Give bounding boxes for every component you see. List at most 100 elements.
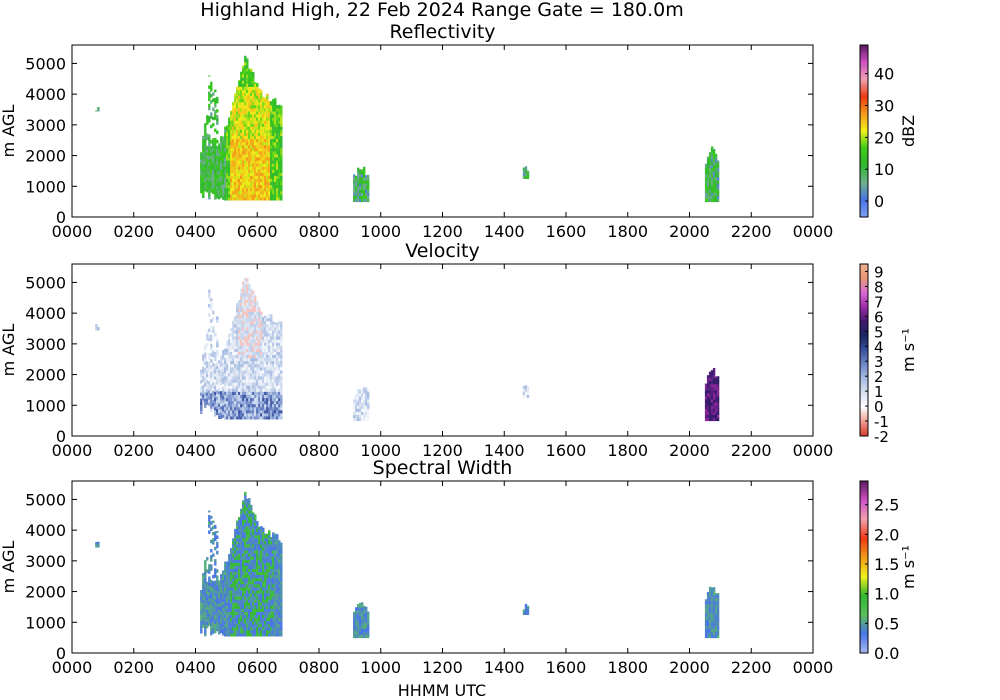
x-tick-label: 0000	[793, 441, 834, 460]
y-tick-label: 1000	[25, 177, 66, 196]
colorbar-tick-label: 2	[874, 368, 884, 386]
x-tick-label: 1800	[607, 658, 648, 677]
reflectivity-colorbar-label: dBZ	[899, 115, 918, 147]
colorbar-tick-label: 1.0	[874, 585, 899, 604]
colorbar-tick-label: 3	[874, 353, 884, 371]
reflectivity-title: Reflectivity	[389, 21, 495, 43]
y-tick-label: 1000	[25, 396, 66, 415]
colorbar-tick-label: 2.5	[874, 496, 899, 515]
x-tick-label: 0400	[175, 658, 216, 677]
x-tick-label: 2000	[669, 441, 710, 460]
colorbar-tick-label: 20	[874, 128, 894, 147]
x-tick-label: 0200	[113, 658, 154, 677]
y-tick-label: 5000	[25, 54, 66, 73]
x-tick-label: 0800	[299, 658, 340, 677]
reflectivity-echo-4	[704, 146, 720, 203]
x-tick-label: 0400	[175, 441, 216, 460]
velocity-echo-3	[522, 385, 530, 398]
x-tick-label: 1000	[360, 658, 401, 677]
colorbar-tick-label: 1	[874, 383, 884, 401]
x-tick-label: 1600	[546, 222, 587, 241]
velocity-echo-2	[353, 386, 370, 422]
colorbar-tick-label: 0	[874, 398, 884, 416]
y-tick-label: 5000	[25, 490, 66, 509]
velocity-colorbar-label: m s⁻¹	[899, 328, 918, 372]
y-tick-label: 0	[56, 208, 66, 227]
x-tick-label: 1800	[607, 222, 648, 241]
colorbar-tick-label: 40	[874, 65, 894, 84]
x-tick-label: 2000	[669, 222, 710, 241]
colorbar-tick-label: 6	[874, 308, 884, 326]
x-axis-label: HHMM UTC	[398, 681, 486, 700]
reflectivity-plot-area	[72, 45, 813, 217]
reflectivity-echo-0	[95, 107, 100, 112]
x-tick-label: 0600	[237, 222, 278, 241]
x-tick-label: 1200	[422, 441, 463, 460]
x-tick-label: 0000	[793, 658, 834, 677]
velocity-echo-1	[200, 277, 283, 420]
velocity-echo-4	[704, 368, 720, 422]
reflectivity-y-axis-label: m AGL	[0, 105, 18, 158]
spectral-width-echo-1	[200, 491, 283, 637]
x-tick-label: 1600	[546, 441, 587, 460]
spectral-width-colorbar	[859, 480, 869, 654]
figure-title: Highland High, 22 Feb 2024 Range Gate = …	[200, 0, 683, 21]
x-tick-label: 1600	[546, 658, 587, 677]
velocity-echoes	[95, 277, 720, 422]
colorbar-tick-label: 0	[874, 192, 884, 211]
colorbar-tick-label: 1.5	[874, 555, 899, 574]
colorbar-tick-label: 7	[874, 293, 884, 311]
y-tick-label: 4000	[25, 304, 66, 323]
spectral-width-colorbar-label: m s⁻¹	[899, 545, 918, 589]
x-tick-label: 0000	[793, 222, 834, 241]
y-tick-label: 4000	[25, 521, 66, 540]
x-tick-label: 1200	[422, 658, 463, 677]
y-tick-label: 2000	[25, 583, 66, 602]
spectral-width-echo-4	[704, 586, 720, 639]
colorbar-tick-label: 8	[874, 278, 884, 296]
x-tick-label: 2200	[731, 441, 772, 460]
spectral-width-echo-0	[95, 541, 100, 548]
spectral-width-echoes	[95, 491, 720, 639]
colorbar-tick-label: 5	[874, 323, 884, 341]
y-tick-label: 0	[56, 644, 66, 663]
x-tick-label: 1800	[607, 441, 648, 460]
y-tick-label: 4000	[25, 85, 66, 104]
spectral-width-panel: Spectral Width 0000 0200 0400 0600 0800 1000 12…	[0, 457, 918, 677]
x-tick-label: 1400	[484, 441, 525, 460]
reflectivity-echo-1	[200, 55, 283, 201]
x-tick-label: 1000	[360, 222, 401, 241]
colorbar-tick-label: 0.0	[874, 644, 899, 663]
spectral-width-y-axis-label: m AGL	[0, 541, 18, 594]
x-tick-label: 0600	[237, 658, 278, 677]
y-tick-label: 3000	[25, 116, 66, 135]
x-tick-label: 0800	[299, 441, 340, 460]
x-tick-label: 2200	[731, 658, 772, 677]
colorbar-tick-label: -2	[874, 428, 889, 446]
spectral-width-plot-area	[72, 481, 813, 653]
colorbar-tick-label: 30	[874, 97, 894, 116]
y-tick-label: 3000	[25, 552, 66, 571]
velocity-plot-area	[72, 264, 813, 436]
velocity-title: Velocity	[405, 240, 480, 262]
x-tick-label: 0200	[113, 441, 154, 460]
spectral-width-echo-2	[353, 602, 370, 639]
x-tick-label: 0000	[52, 441, 93, 460]
reflectivity-colorbar	[859, 44, 869, 218]
x-tick-label: 0600	[237, 441, 278, 460]
reflectivity-echoes	[95, 55, 720, 203]
x-tick-label: 1200	[422, 222, 463, 241]
velocity-y-axis-label: m AGL	[0, 324, 18, 377]
y-tick-label: 0	[56, 427, 66, 446]
reflectivity-echo-3	[522, 166, 530, 179]
spectral-width-echo-3	[522, 603, 530, 615]
x-tick-label: 0000	[52, 222, 93, 241]
x-tick-label: 0200	[113, 222, 154, 241]
x-tick-label: 2200	[731, 222, 772, 241]
x-tick-label: 0000	[52, 658, 93, 677]
x-tick-label: 1000	[360, 441, 401, 460]
x-tick-label: 0800	[299, 222, 340, 241]
